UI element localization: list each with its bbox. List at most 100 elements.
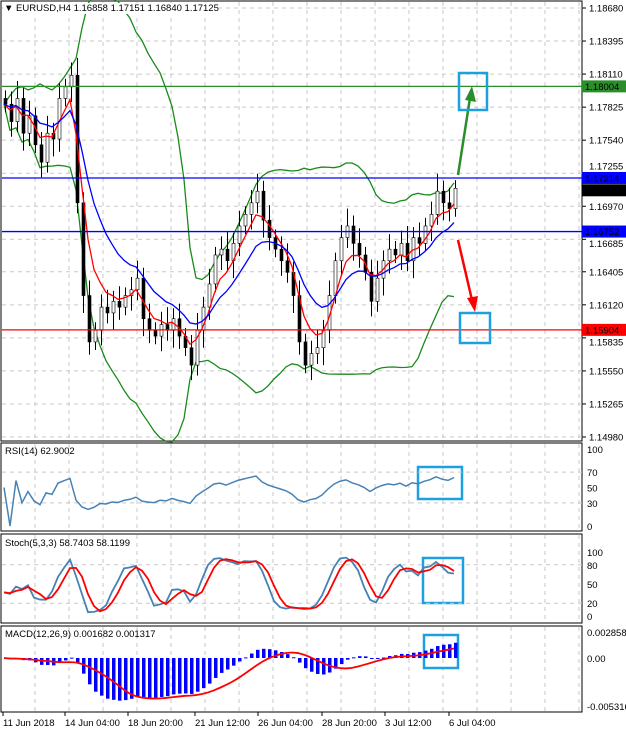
macd-bar <box>220 658 224 673</box>
candle <box>357 243 362 256</box>
bollinger-lower <box>3 104 455 443</box>
price-tick-label: 1.15550 <box>589 366 623 377</box>
fast-ma-line <box>3 97 455 346</box>
macd-bar <box>262 648 266 658</box>
level-badge <box>582 323 626 336</box>
candle <box>99 306 104 331</box>
time-label: 14 Jun 04:00 <box>65 718 120 729</box>
level-label: 1.18004 <box>585 82 619 93</box>
candle <box>417 237 422 244</box>
macd-bar <box>370 658 374 659</box>
candle <box>369 272 374 302</box>
price-tick-label: 1.16120 <box>589 300 623 311</box>
highlight-box <box>458 311 492 345</box>
chart-header: ▼ EURUSD,H4 1.16858 1.17151 1.16840 1.17… <box>4 3 219 14</box>
candle <box>111 301 116 314</box>
collapse-triangle-icon[interactable]: ▼ <box>4 3 14 14</box>
rsi-label: RSI(14) 62.9002 <box>5 446 75 457</box>
macd-bar <box>100 658 104 696</box>
macd-bar <box>88 658 92 685</box>
candle <box>117 301 122 308</box>
level-label: 1.15904 <box>585 325 619 336</box>
candle <box>39 144 44 163</box>
stoch-tick-label: 20 <box>587 599 598 610</box>
candle <box>267 219 272 238</box>
candle <box>399 243 404 256</box>
candle <box>105 306 110 314</box>
macd-signal-line <box>3 647 455 700</box>
level-badge <box>582 80 626 93</box>
candle <box>45 132 50 163</box>
panel-frame-1 <box>0 442 583 532</box>
macd-bar <box>454 642 458 658</box>
macd-tick-label: 0.002858 <box>587 628 626 639</box>
candle <box>153 330 158 337</box>
candle <box>249 202 254 215</box>
panel-frame-0 <box>0 0 583 442</box>
macd-bar <box>166 658 170 697</box>
candle <box>453 187 458 209</box>
candle <box>351 225 356 244</box>
macd-bar <box>70 657 74 659</box>
macd-bar <box>184 658 188 694</box>
macd-bar <box>76 658 80 664</box>
macd-bar <box>160 658 164 697</box>
macd-bar <box>304 658 308 669</box>
macd-bar <box>280 652 284 658</box>
macd-bar <box>292 657 296 659</box>
candle <box>237 225 242 244</box>
macd-bar <box>136 658 140 697</box>
time-label: 18 Jun 20:00 <box>128 718 183 729</box>
macd-bar <box>64 658 68 661</box>
candle <box>261 190 266 221</box>
macd-bar <box>130 658 134 699</box>
candle <box>303 341 308 366</box>
level-badge <box>582 225 626 238</box>
macd-bar <box>274 650 278 658</box>
rsi-tick-label: 70 <box>587 468 598 479</box>
macd-bar <box>346 658 350 660</box>
macd-bar <box>286 654 290 658</box>
stoch-label: Stoch(5,3,3) 58.7403 58.1199 <box>5 538 131 549</box>
level-label: 1.17214 <box>585 173 619 184</box>
candle <box>147 318 152 331</box>
slow-ma-line <box>3 103 455 325</box>
candle <box>423 225 428 244</box>
candle <box>219 248 224 256</box>
panel-frame-3 <box>0 625 583 713</box>
macd-bar <box>124 658 128 701</box>
candle <box>9 103 14 122</box>
rsi-line <box>3 475 455 527</box>
symbol-label: EURUSD,H4 <box>16 3 71 14</box>
price-tick-label: 1.16685 <box>589 239 623 250</box>
price-tick-label: 1.18110 <box>589 70 623 81</box>
stoch-tick-label: 50 <box>587 580 598 591</box>
candle <box>309 353 314 366</box>
rsi-tick-label: 50 <box>587 484 598 495</box>
macd-bar <box>214 658 218 678</box>
candle <box>255 190 260 204</box>
stoch-tick-label: 0 <box>587 612 592 623</box>
macd-bar <box>316 658 320 674</box>
time-label: 21 Jun 12:00 <box>195 718 250 729</box>
candle <box>123 295 128 308</box>
macd-bar <box>172 658 176 695</box>
candle <box>393 248 398 256</box>
macd-bar <box>202 658 206 689</box>
price-tick-label: 1.16970 <box>589 202 623 213</box>
candle <box>279 248 284 262</box>
macd-bar <box>232 658 236 666</box>
macd-bar <box>310 658 314 672</box>
macd-label: MACD(12,26,9) 0.001682 0.001317 <box>5 629 156 640</box>
candle <box>441 190 446 204</box>
rsi-tick-label: 100 <box>587 445 603 456</box>
price-tick-label: 1.17825 <box>589 103 623 114</box>
candle <box>387 248 392 262</box>
macd-bar <box>142 658 146 697</box>
candle <box>375 277 380 302</box>
macd-bar <box>298 658 302 663</box>
macd-bar <box>340 658 344 665</box>
macd-bar <box>376 658 380 659</box>
